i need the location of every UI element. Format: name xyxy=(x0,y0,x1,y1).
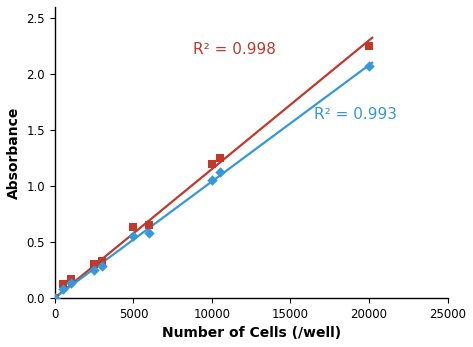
Point xyxy=(365,43,373,49)
Point xyxy=(59,286,67,291)
Point xyxy=(365,64,373,69)
Y-axis label: Absorbance: Absorbance xyxy=(7,106,21,198)
Point xyxy=(130,234,137,239)
Point xyxy=(67,280,74,286)
Point xyxy=(90,267,98,273)
Text: R² = 0.998: R² = 0.998 xyxy=(193,42,276,57)
X-axis label: Number of Cells (/well): Number of Cells (/well) xyxy=(162,326,341,340)
Point xyxy=(208,161,216,166)
Point xyxy=(51,295,59,301)
Point xyxy=(51,295,59,301)
Text: R² = 0.993: R² = 0.993 xyxy=(314,107,397,122)
Point xyxy=(208,178,216,183)
Point xyxy=(90,261,98,267)
Point xyxy=(98,264,106,269)
Point xyxy=(67,276,74,281)
Point xyxy=(216,155,224,161)
Point xyxy=(145,222,153,228)
Point xyxy=(98,258,106,264)
Point xyxy=(59,281,67,287)
Point xyxy=(145,230,153,236)
Point xyxy=(130,225,137,230)
Point xyxy=(216,170,224,175)
